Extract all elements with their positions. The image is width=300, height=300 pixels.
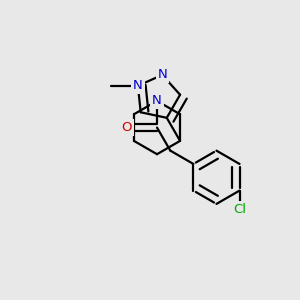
Text: N: N — [133, 79, 143, 92]
Text: N: N — [152, 94, 162, 107]
Text: O: O — [122, 121, 132, 134]
Text: N: N — [158, 68, 167, 81]
Text: Cl: Cl — [233, 203, 246, 216]
